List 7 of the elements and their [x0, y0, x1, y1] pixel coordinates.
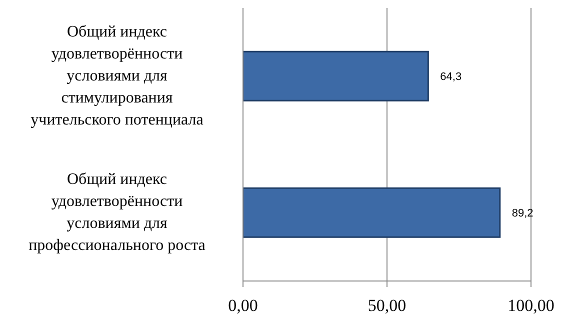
y-tick-label: Общий индекс удовлетворённости условиями для стимулирования учительского потенциала [30, 22, 204, 128]
x-tick-label: 100,00 [508, 296, 554, 316]
data-label: 89,2 [512, 208, 534, 220]
x-tick-label: 50,00 [368, 296, 406, 316]
data-label: 64,3 [440, 71, 462, 84]
y-tick-label: Общий индекс удовлетворённости условиями для профессионального роста [28, 170, 206, 254]
x-tick-label: 0,00 [228, 296, 258, 316]
